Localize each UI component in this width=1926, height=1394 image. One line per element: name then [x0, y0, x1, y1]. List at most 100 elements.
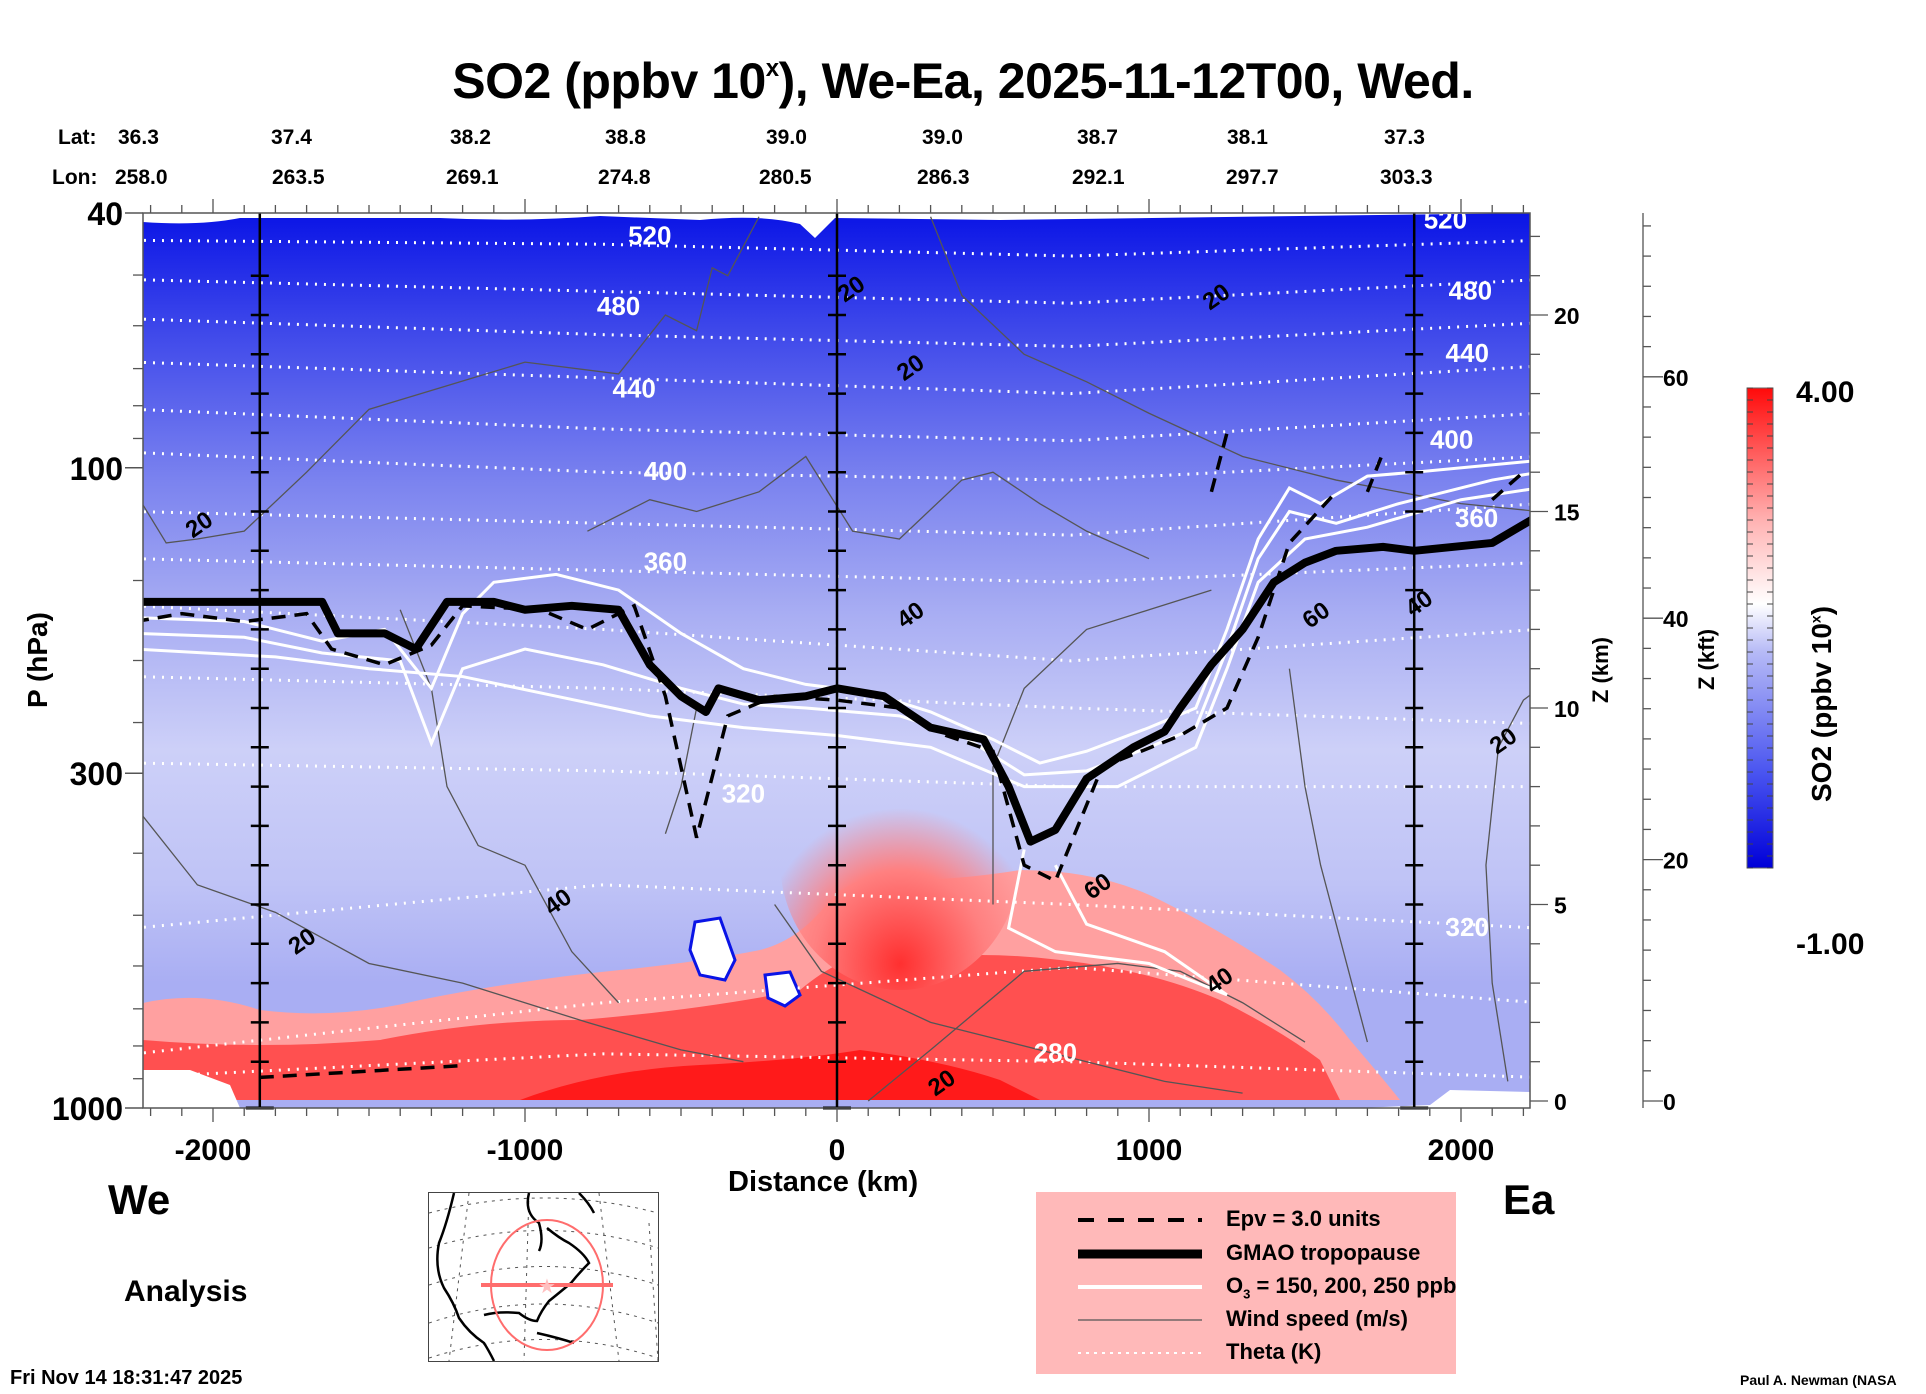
theta-line [143, 965, 1530, 1055]
wind-contour [143, 216, 760, 544]
theta-label: 480 [1449, 275, 1492, 305]
zkft-tick-label: 60 [1663, 365, 1689, 391]
theta-label: 360 [644, 546, 687, 576]
wind-contour [867, 962, 1306, 1102]
epv-line-upper [1209, 432, 1525, 502]
x-tick-label: 0 [829, 1134, 846, 1167]
theta-label: 400 [644, 456, 687, 486]
x-tick-label: -2000 [175, 1134, 252, 1167]
west-label: We [108, 1176, 171, 1223]
epv-line-surface [259, 1063, 463, 1080]
wind-contour [992, 589, 1212, 905]
vertical-marker-lines [245, 213, 1429, 1110]
lon-value: 303.3 [1380, 166, 1433, 189]
legend-item-theta: Theta (K) [1078, 1339, 1322, 1364]
ozone-contour [1006, 849, 1228, 997]
lon-value: 286.3 [917, 166, 970, 189]
z-kft-axis-label: Z (kft) [1694, 628, 1719, 690]
theta-label: 280 [1034, 1038, 1077, 1068]
legend-item-wind: Wind speed (m/s) [1078, 1306, 1408, 1331]
epv-contour [143, 432, 1525, 1080]
map-center-star-icon: ★ [538, 1276, 556, 1298]
zkm-tick-label: 20 [1554, 303, 1580, 329]
lat-label: Lat: [58, 126, 97, 149]
lat-value: 37.4 [271, 126, 312, 149]
credit: Paul A. Newman (NASA [1740, 1372, 1897, 1388]
lat-value: 39.0 [766, 126, 807, 149]
z-km-axis-label: Z (km) [1588, 637, 1613, 703]
p-tick-label: 100 [70, 451, 123, 487]
inset-map: ★ [428, 1192, 659, 1362]
legend: Epv = 3.0 units GMAO tropopause O3 = 150… [1036, 1192, 1456, 1374]
lat-value: 37.3 [1384, 126, 1425, 149]
legend-item-ozone: O3 = 150, 200, 250 ppb [1078, 1273, 1457, 1302]
lat-value: 38.7 [1077, 126, 1118, 149]
zkm-tick-label: 0 [1554, 1089, 1567, 1115]
zkm-tick-label: 10 [1554, 696, 1580, 722]
zkm-tick-label: 15 [1554, 500, 1580, 526]
wind-contour [587, 455, 1150, 560]
map-graticule [428, 1192, 659, 1362]
theta-label: 480 [597, 291, 640, 321]
y-axis-label: P (hPa) [22, 612, 53, 708]
east-label: Ea [1503, 1176, 1555, 1223]
lat-value: 36.3 [118, 126, 159, 149]
zkft-tick-label: 0 [1663, 1089, 1676, 1115]
epv-line [143, 490, 1338, 884]
legend-item-tropopause: GMAO tropopause [1078, 1240, 1421, 1265]
theta-label: 400 [1430, 425, 1473, 455]
wind-contour [1288, 668, 1369, 1043]
ozone-contour [143, 487, 1530, 789]
chart-title: SO2 (ppbv 10x), We-Ea, 2025-11-12T00, We… [452, 53, 1474, 109]
zkm-tick-label: 5 [1554, 893, 1567, 919]
colorbar-min-label: -1.00 [1796, 928, 1865, 961]
tropopause-line [143, 516, 1530, 846]
zkft-tick-label: 40 [1663, 606, 1689, 632]
coastline [436, 1192, 596, 1362]
p-tick-label: 40 [87, 196, 123, 232]
wind-contour [1485, 694, 1530, 1082]
lon-label: Lon: [52, 166, 98, 189]
colorbar-label: SO2 (ppbv 10x) [1806, 605, 1837, 802]
lon-value: 292.1 [1072, 166, 1125, 189]
wind-contour [143, 815, 744, 1063]
lon-value: 274.8 [598, 166, 651, 189]
analysis-label: Analysis [124, 1275, 248, 1308]
theta-label: 360 [1455, 503, 1498, 533]
lat-value: 39.0 [922, 126, 963, 149]
timestamp: Fri Nov 14 18:31:47 2025 [10, 1367, 243, 1389]
p-tick-label: 300 [70, 756, 123, 792]
theta-line [143, 883, 1530, 930]
theta-label: 520 [628, 220, 671, 250]
theta-label: 320 [1446, 912, 1489, 942]
p-tick-label: 1000 [52, 1091, 123, 1127]
x-tick-label: 2000 [1428, 1134, 1495, 1167]
theta-label: 440 [613, 374, 656, 404]
map-graphic: ★ [428, 1192, 659, 1362]
colorbar-max-label: 4.00 [1796, 376, 1855, 409]
lon-value: 263.5 [272, 166, 325, 189]
tropopause-path [143, 516, 1530, 846]
lon-value: 297.7 [1226, 166, 1279, 189]
axes: -2000 -1000 0 1000 2000 40 100 300 1000 0 5 10 15 20 0… [52, 196, 1689, 1167]
theta-label: 440 [1446, 338, 1489, 368]
x-tick-label: -1000 [487, 1134, 564, 1167]
theta-labels: 520 480 440 400 360 320 280 520 480 440 400 360 320 [597, 205, 1498, 1068]
wind-contour [929, 216, 1530, 512]
colorbar-ticks [1747, 387, 1773, 869]
theta-label: 520 [1424, 205, 1467, 235]
legend-item-epv: Epv = 3.0 units [1078, 1206, 1381, 1231]
lat-value: 38.8 [605, 126, 646, 149]
lon-value: 258.0 [115, 166, 168, 189]
zkft-tick-label: 20 [1663, 848, 1689, 874]
lon-value: 280.5 [759, 166, 812, 189]
x-tick-label: 1000 [1116, 1134, 1183, 1167]
wind-contour [664, 707, 698, 834]
lat-value: 38.1 [1227, 126, 1268, 149]
x-axis-label: Distance (km) [728, 1166, 919, 1198]
lon-value: 269.1 [446, 166, 499, 189]
wind-contour [774, 904, 1243, 1094]
lat-value: 38.2 [450, 126, 491, 149]
theta-label: 320 [722, 778, 765, 808]
